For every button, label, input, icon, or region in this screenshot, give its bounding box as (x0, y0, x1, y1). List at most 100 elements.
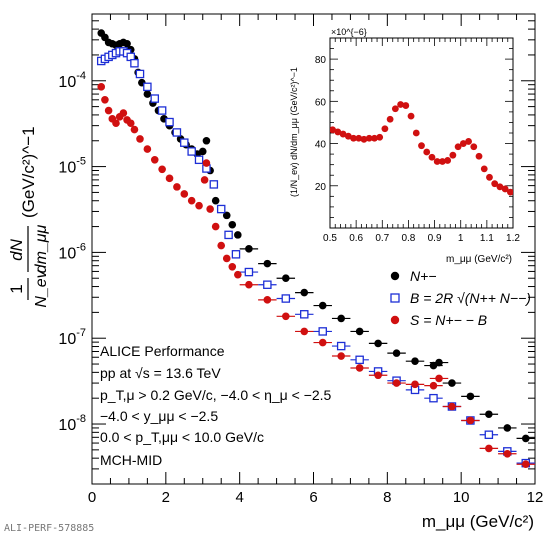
inset-data-point (459, 140, 467, 147)
data-point (231, 250, 241, 259)
data-point (503, 424, 512, 432)
series-2 (97, 83, 535, 469)
legend: N+− B = 2R √(N++ N−−) S = N+− − B (390, 268, 531, 328)
inset-data-point (506, 188, 513, 196)
annotation-2: p_T,μ > 0.2 GeV/c, −4.0 < η_μ < −2.5 (100, 387, 332, 403)
data-point (165, 174, 174, 183)
inset-y-tick-label: 60 (315, 97, 327, 108)
legend-marker-b (390, 293, 400, 303)
inset-x-tick-label: 0.9 (428, 233, 442, 244)
inset-data-point (480, 165, 488, 173)
inset-data-point (376, 133, 384, 141)
x-tick-label: 6 (309, 489, 317, 506)
data-point (157, 106, 167, 115)
inset-data-point (486, 173, 493, 181)
data-point (244, 267, 254, 277)
inset-x-tick-label: 1 (458, 233, 464, 244)
inset-data-layer (330, 101, 513, 196)
data-point (392, 379, 401, 387)
annotation-3: −4.0 < y_μμ < −2.5 (100, 408, 218, 424)
data-point (126, 119, 135, 128)
main-y-axis-label: 1 N_ev dN dm_μμ (GeV/c²)^−1 (7, 126, 50, 307)
inset-x-tick-labels: 0.5 0.6 0.7 0.8 0.9 1 1.1 1.2 (323, 233, 520, 244)
inset-data-point (355, 134, 363, 142)
legend-label-b: B = 2R √(N++ N−−) (410, 290, 531, 306)
data-point (411, 357, 419, 365)
data-point (180, 138, 189, 147)
data-point (318, 327, 327, 336)
inset-y-tick-label: 80 (315, 55, 327, 66)
inset-data-point (501, 185, 509, 193)
x-tick-label: 0 (88, 489, 96, 506)
data-point (158, 165, 166, 174)
inset-x-tick-label: 0.7 (375, 233, 389, 244)
data-point (101, 96, 109, 104)
inset-data-point (365, 134, 373, 142)
inset-data-point (381, 125, 389, 133)
data-point (150, 155, 159, 164)
inset-y-axis-label: (1/N_ev) dN/dm_μμ (GeV/c²)^−1 (289, 67, 299, 197)
inset-data-point (496, 183, 504, 191)
inset-data-point (418, 142, 425, 150)
inset-x-tick-label: 0.5 (323, 233, 337, 244)
annotation-1: pp at √s = 13.6 TeV (100, 365, 221, 381)
inset-data-point (334, 128, 342, 136)
data-point (180, 190, 189, 198)
data-point (521, 434, 530, 443)
data-point (143, 145, 152, 153)
data-point (484, 430, 494, 439)
data-point (435, 358, 443, 367)
data-point (150, 94, 160, 103)
data-point (119, 109, 128, 117)
inset-y-tick-label: 40 (315, 140, 327, 151)
annotation-0: ALICE Performance (100, 343, 225, 359)
data-point (318, 301, 327, 310)
data-point (337, 352, 345, 360)
inset-data-point (449, 151, 457, 159)
record-id: ALI-PERF-578885 (4, 523, 94, 534)
data-point (211, 196, 220, 205)
series-1 (96, 47, 535, 468)
data-point (172, 128, 182, 137)
data-point (435, 374, 443, 383)
data-point (282, 274, 290, 283)
data-point (224, 230, 233, 240)
data-point (198, 147, 207, 156)
data-point (234, 270, 242, 279)
data-point (194, 155, 204, 165)
inset-data-point (407, 112, 415, 120)
data-point (281, 294, 291, 303)
data-point (130, 59, 139, 68)
data-point (485, 410, 493, 419)
x-tick-label: 10 (453, 489, 470, 506)
ylabel-frac2-bottom: dm_μμ (33, 224, 50, 273)
inset-data-point (391, 105, 399, 113)
data-point (234, 231, 242, 239)
inset-data-point (344, 132, 352, 140)
data-point (429, 393, 438, 403)
y-tick-label: 10-6 (58, 241, 86, 262)
inset-data-point (350, 134, 357, 142)
inset-x-axis-label: m_μμ (GeV/c²) (446, 254, 512, 265)
inset-data-point (386, 115, 394, 123)
inset-data-point (491, 180, 499, 188)
inset-data-point (371, 134, 378, 142)
ylabel-unit: (GeV/c²)^−1 (19, 126, 38, 218)
data-point (211, 222, 220, 231)
data-point (222, 211, 231, 220)
inset-y-tick-label: 20 (315, 182, 327, 193)
data-point (165, 117, 174, 127)
data-point (466, 416, 475, 425)
legend-label-s: S = N+− − B (410, 312, 487, 328)
data-point (300, 288, 309, 297)
data-point (202, 159, 211, 167)
inset-y-multiplier: ×10^{−6} (331, 27, 367, 37)
data-point (187, 147, 196, 156)
data-point (300, 327, 309, 336)
inset-data-point (439, 158, 446, 165)
annotation-4: 0.0 < p_T,μμ < 10.0 GeV/c (100, 429, 264, 445)
data-point (337, 314, 345, 323)
data-point (206, 205, 214, 213)
inset-data-point (465, 138, 472, 145)
